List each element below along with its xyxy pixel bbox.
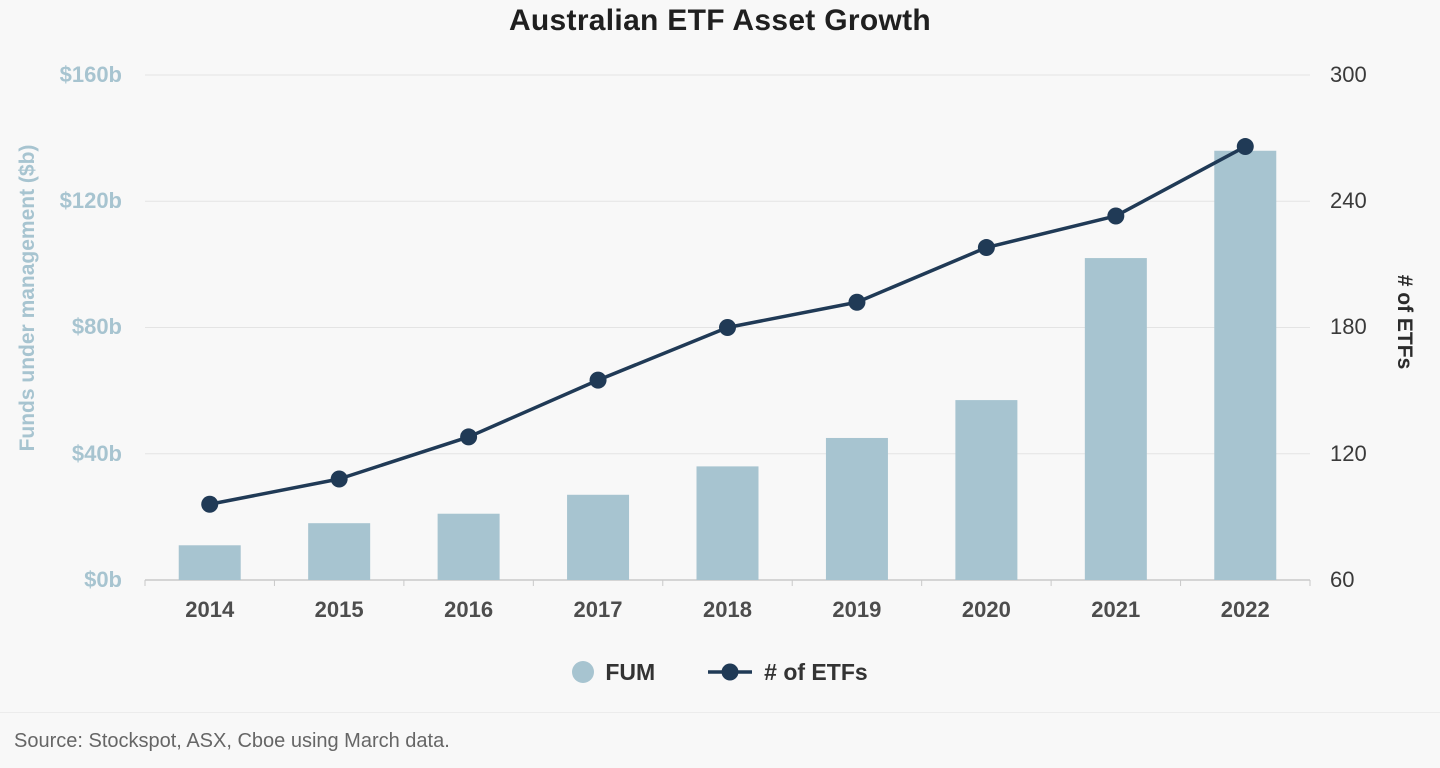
bar-fum-2014[interactable] [178, 545, 241, 580]
etf-marker-2016[interactable] [460, 428, 478, 446]
bar-fum-2019[interactable] [825, 437, 888, 580]
x-axis-label: 2019 [832, 597, 882, 622]
source-text: Source: Stockspot, ASX, Cboe using March… [14, 730, 450, 752]
etf-marker-2014[interactable] [201, 495, 219, 513]
legend-etfs-label: # of ETFs [764, 658, 868, 685]
right-axis-tick: 120 [1330, 441, 1367, 466]
legend-item-etfs[interactable]: # of ETFs [707, 659, 868, 686]
x-axis-label: 2017 [573, 597, 623, 622]
bar-fum-2016[interactable] [437, 513, 500, 580]
bar-fum-2017[interactable] [567, 494, 630, 580]
right-axis-tick: 180 [1330, 314, 1367, 339]
chart-title: Australian ETF Asset Growth [508, 4, 932, 37]
left-axis-tick: $0b [84, 567, 122, 592]
bar-fum-2018[interactable] [696, 466, 759, 580]
fum-swatch-icon [572, 661, 595, 683]
x-axis-label: 2021 [1091, 597, 1141, 622]
etf-marker-2018[interactable] [719, 319, 736, 336]
right-axis-tick: 60 [1330, 567, 1355, 592]
bar-fum-2021[interactable] [1084, 258, 1147, 580]
bar-fum-2020[interactable] [955, 400, 1018, 580]
legend-item-fum[interactable]: FUM [572, 659, 655, 686]
bar-fum-2015[interactable] [308, 523, 371, 580]
etf-marker-2015[interactable] [330, 470, 348, 488]
right-axis-tick: 300 [1330, 62, 1367, 87]
etf-marker-2021[interactable] [1107, 207, 1125, 225]
left-axis-tick: $40b [71, 441, 122, 466]
left-axis-tick: $80b [71, 314, 122, 339]
right-axis-tick: 240 [1330, 188, 1367, 213]
footer-divider [0, 712, 1440, 713]
x-axis-label: 2018 [702, 597, 752, 622]
x-axis-label: 2020 [961, 597, 1011, 622]
x-axis-label: 2016 [444, 597, 494, 622]
x-axis-label: 2022 [1220, 597, 1270, 622]
etf-marker-2017[interactable] [589, 371, 607, 389]
etf-marker-2019[interactable] [848, 293, 866, 311]
etf-marker-2022[interactable] [1236, 138, 1254, 156]
etf-marker-2020[interactable] [977, 239, 995, 257]
chart-legend: FUM # of ETFs [0, 652, 1440, 692]
x-axis-labels: 2014 2015 2016 2017 2018 2019 2020 2021 … [145, 596, 1310, 624]
x-axis-label: 2015 [314, 597, 364, 622]
legend-fum-label: FUM [605, 658, 656, 685]
left-axis-tick: $160b [59, 62, 122, 87]
left-axis-tick: $120b [59, 188, 122, 213]
x-axis-label: 2014 [185, 597, 235, 622]
etf-line-dot-icon [708, 663, 753, 681]
bar-fum-2022[interactable] [1214, 150, 1277, 580]
